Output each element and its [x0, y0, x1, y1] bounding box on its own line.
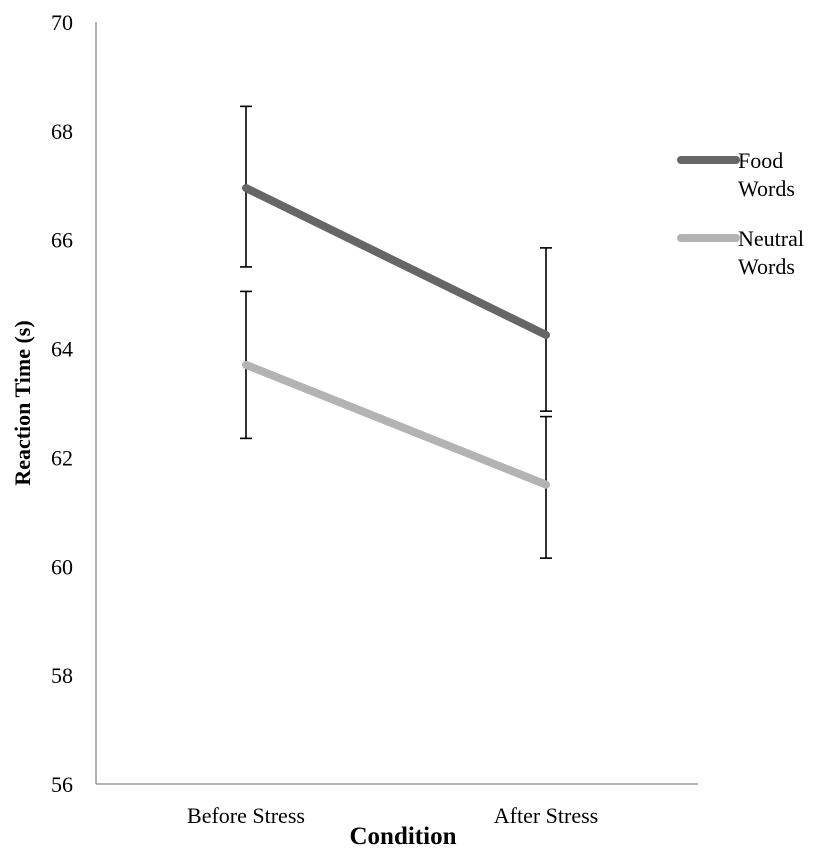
legend-label: Food Words	[738, 148, 795, 201]
y-tick-label: 58	[51, 663, 73, 688]
y-tick-label: 70	[51, 10, 73, 35]
y-tick-label: 66	[51, 228, 73, 253]
series-line	[242, 360, 550, 489]
y-tick-label: 68	[51, 119, 73, 144]
x-axis-title: Condition	[350, 823, 457, 848]
y-tick-label: 60	[51, 554, 73, 579]
error-bars	[240, 105, 552, 559]
legend: Food Words Neutral Words	[677, 148, 804, 279]
x-tick-label: Before Stress	[187, 803, 305, 828]
x-tick-label: After Stress	[494, 803, 598, 828]
y-tick-label: 64	[51, 337, 73, 362]
series-lines	[242, 184, 550, 489]
axes	[95, 22, 698, 785]
series-line	[242, 184, 550, 339]
y-axis-title: Reaction Time (s)	[10, 320, 35, 485]
y-tick-label: 62	[51, 445, 73, 470]
legend-label-line: Words	[738, 176, 795, 201]
legend-label-line: Neutral	[738, 226, 804, 251]
x-tick-labels: Before Stress After Stress	[187, 803, 598, 828]
y-tick-labels: 56 58 60 62 64 66 68 70	[51, 10, 73, 797]
y-tick-label: 56	[51, 772, 73, 797]
legend-label-line: Food	[738, 148, 783, 173]
legend-label-line: Words	[738, 254, 795, 279]
legend-label: Neutral Words	[738, 226, 804, 279]
